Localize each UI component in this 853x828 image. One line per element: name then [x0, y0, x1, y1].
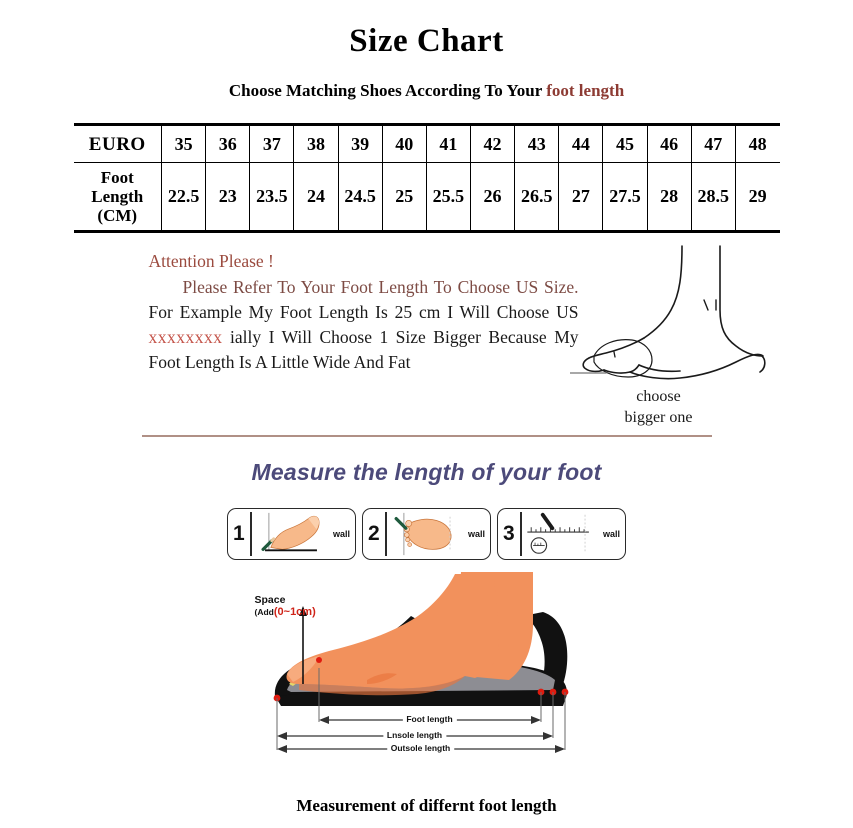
foot-length-cell: 26 — [469, 162, 516, 232]
bottom-caption: Measurement of differnt foot length — [296, 796, 557, 815]
euro-cell: 45 — [602, 124, 648, 163]
step-number: 3 — [503, 522, 515, 546]
euro-cell: 39 — [337, 124, 383, 163]
choose-bigger-caption: choose bigger one — [584, 387, 734, 429]
page-title: Size Chart — [349, 23, 504, 59]
attention-text-block: Attention Please ! Please Refer To Your … — [149, 249, 579, 374]
table-row-euro: EURO 35 36 37 38 39 40 41 42 43 44 45 46… — [73, 124, 780, 163]
attention-body: Please Refer To Your Foot Length To Choo… — [149, 275, 579, 374]
euro-cell: 48 — [734, 124, 780, 163]
euro-cell: 36 — [205, 124, 251, 163]
measure-section-title: Measure the length of your foot — [251, 459, 602, 486]
space-label-value-row: (Add(0~1cm) — [255, 606, 316, 619]
step-number: 2 — [368, 522, 380, 546]
foot-length-cell: 25 — [381, 162, 427, 232]
euro-cell: 37 — [249, 124, 295, 163]
subtitle-prefix: Choose Matching Shoes According To Your — [228, 81, 547, 101]
measurement-label-outsole-length: Outsole length — [386, 743, 455, 754]
row-header-foot-length: Foot Length (CM) — [73, 162, 162, 232]
subtitle-highlight: foot length — [546, 81, 625, 101]
foot-length-cell: 24.5 — [337, 162, 383, 232]
space-label-title: Space — [254, 594, 286, 607]
euro-cell: 43 — [514, 124, 560, 163]
step-number: 1 — [233, 522, 245, 546]
foot-length-cell: 26.5 — [514, 162, 560, 232]
attention-line3: For Example My Foot Length Is 25 cm I Wi… — [148, 302, 579, 323]
euro-cell: 40 — [381, 124, 427, 163]
foot-side-view-icon — [261, 513, 320, 552]
measure-step-2: 2 wall — [362, 508, 491, 561]
measurement-label-insole-length: Lnsole length — [382, 730, 447, 741]
choose-caption-line2: bigger one — [624, 409, 693, 427]
foot-length-cell: 25.5 — [425, 162, 471, 232]
euro-cell: 47 — [690, 124, 736, 163]
euro-cell: 42 — [469, 124, 516, 163]
euro-cell: 44 — [558, 124, 604, 163]
euro-cell: 38 — [293, 124, 339, 163]
size-table-container: EURO 35 36 37 38 39 40 41 42 43 44 45 46… — [73, 123, 780, 234]
wall-label: wall — [467, 529, 485, 540]
foot-length-cell: 27 — [558, 162, 604, 232]
attention-line4: ially I Will Choose 1 Size Bigger Becaus… — [148, 326, 579, 372]
foot-length-cell: 27.5 — [602, 162, 648, 232]
foot-length-cell: 23 — [205, 162, 251, 232]
wall-label: wall — [602, 529, 620, 540]
attention-line1: Please Refer To Your — [182, 277, 341, 298]
foot-length-cell: 23.5 — [249, 162, 295, 232]
space-label: Space (Add(0~1cm) — [255, 594, 316, 619]
foot-length-cell: 28.5 — [690, 162, 736, 232]
step-divider-bar — [250, 512, 252, 557]
foot-length-cell: 28 — [646, 162, 692, 232]
space-label-range: (0~1cm) — [273, 606, 316, 619]
section-divider — [141, 435, 712, 438]
attention-redacted: xxxxxxxx — [148, 326, 223, 347]
size-table: EURO 35 36 37 38 39 40 41 42 43 44 45 46… — [73, 123, 780, 234]
euro-cell: 35 — [160, 124, 207, 163]
ruler-measure-icon — [527, 513, 589, 555]
foot-label-line3: (CM) — [97, 206, 138, 226]
foot-length-cell: 24 — [293, 162, 339, 232]
foot-length-cell: 22.5 — [160, 162, 207, 232]
step-divider-bar — [385, 512, 387, 557]
space-label-add: (Add — [254, 607, 274, 618]
measure-step-1: 1 wall — [227, 508, 356, 561]
foot-top-view-icon — [394, 513, 452, 556]
attention-heading: Attention Please ! — [148, 251, 274, 272]
measurement-label-foot-length: Foot length — [402, 714, 457, 725]
measure-steps: 1 wall 2 wall 3 — [227, 508, 627, 561]
foot-label-line1: Foot — [100, 168, 134, 188]
foot-in-shoe-illustration — [273, 572, 568, 754]
measure-step-3: 3 wall — [497, 508, 626, 561]
step-divider-bar — [520, 512, 522, 557]
wall-label: wall — [332, 529, 350, 540]
euro-cell: 41 — [425, 124, 471, 163]
foot-label-line2: Length — [91, 187, 144, 207]
foot-outline-sketch-icon — [569, 245, 766, 380]
row-header-euro: EURO — [73, 124, 162, 163]
foot-measurement-diagram: Space (Add(0~1cm) — [247, 572, 607, 758]
foot-length-cell: 29 — [734, 162, 780, 232]
choose-caption-line1: choose — [636, 388, 681, 406]
attention-foot-length-phrase: Foot Length — [340, 277, 429, 298]
table-row-foot-length: Foot Length (CM) 22.5 23 23.5 24 24.5 25… — [73, 162, 780, 232]
euro-cell: 46 — [646, 124, 692, 163]
attention-line2: To Choose US Size. — [428, 277, 579, 298]
page-subtitle: Choose Matching Shoes According To Your … — [0, 81, 853, 101]
attention-section: Attention Please ! Please Refer To Your … — [74, 245, 780, 429]
